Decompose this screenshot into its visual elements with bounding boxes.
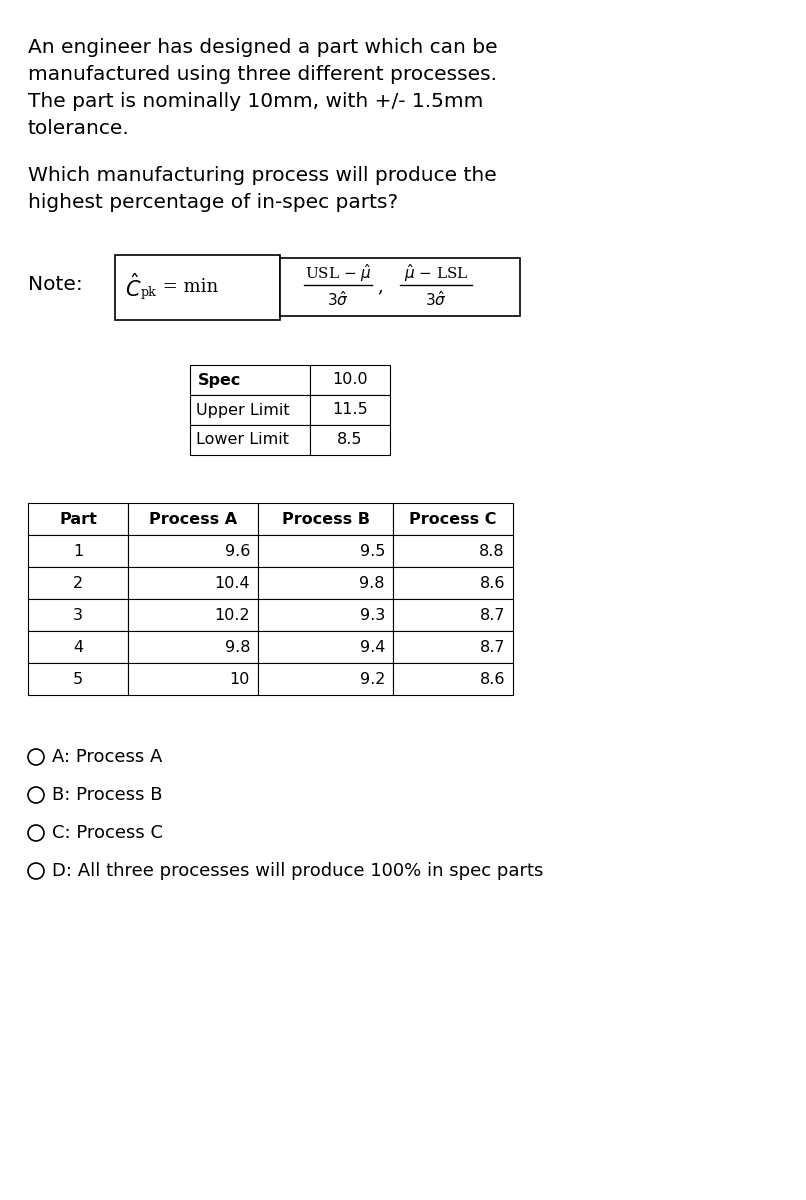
Text: A: Process A: A: Process A	[52, 748, 162, 766]
Bar	[393, 631, 513, 662]
Bar	[128, 662, 258, 695]
Text: 5: 5	[73, 672, 83, 686]
Text: 8.7: 8.7	[480, 607, 505, 623]
Text: Process A: Process A	[149, 511, 237, 527]
Bar	[258, 599, 393, 631]
Text: 9.6: 9.6	[225, 544, 250, 558]
Bar	[28, 599, 128, 631]
Bar	[280, 258, 520, 316]
Bar	[28, 535, 128, 566]
Text: 8.8: 8.8	[480, 544, 505, 558]
Bar	[28, 631, 128, 662]
Text: 3: 3	[73, 607, 83, 623]
Text: 10: 10	[230, 672, 250, 686]
Text: pk: pk	[141, 286, 156, 299]
Text: ,: ,	[377, 277, 383, 295]
Bar	[190, 425, 310, 455]
Text: 9.5: 9.5	[359, 544, 385, 558]
Text: 8.6: 8.6	[480, 576, 505, 590]
Text: Part: Part	[59, 511, 97, 527]
Bar	[393, 599, 513, 631]
Bar	[28, 503, 128, 535]
Bar	[310, 365, 390, 395]
Text: 4: 4	[73, 640, 83, 654]
Text: tolerance.: tolerance.	[28, 119, 130, 138]
Text: 8.7: 8.7	[480, 640, 505, 654]
Bar	[258, 566, 393, 599]
Text: $\hat{C}$: $\hat{C}$	[125, 274, 142, 301]
Bar	[115, 254, 280, 320]
Text: Upper Limit: Upper Limit	[196, 402, 289, 418]
Text: manufactured using three different processes.: manufactured using three different proce…	[28, 65, 497, 84]
Text: 1: 1	[73, 544, 83, 558]
Bar	[310, 425, 390, 455]
Text: $3\hat{\sigma}$: $3\hat{\sigma}$	[327, 290, 349, 310]
Bar	[393, 662, 513, 695]
Text: Spec: Spec	[198, 372, 241, 388]
Bar	[128, 599, 258, 631]
Text: 11.5: 11.5	[332, 402, 368, 418]
Text: 9.3: 9.3	[359, 607, 385, 623]
Text: = min: = min	[157, 278, 218, 296]
Bar	[258, 631, 393, 662]
Bar	[258, 662, 393, 695]
Bar	[393, 503, 513, 535]
Text: 8.5: 8.5	[337, 432, 363, 448]
Bar	[393, 535, 513, 566]
Bar	[258, 535, 393, 566]
Text: An engineer has designed a part which can be: An engineer has designed a part which ca…	[28, 38, 497, 56]
Text: $\hat{\mu}$ $-$ LSL: $\hat{\mu}$ $-$ LSL	[404, 262, 468, 284]
Text: C: Process C: C: Process C	[52, 824, 163, 842]
Text: 8.6: 8.6	[480, 672, 505, 686]
Bar	[190, 365, 310, 395]
Text: 9.8: 9.8	[225, 640, 250, 654]
Bar	[28, 566, 128, 599]
Bar	[393, 566, 513, 599]
Text: Which manufacturing process will produce the: Which manufacturing process will produce…	[28, 166, 496, 185]
Bar	[28, 662, 128, 695]
Text: Note:: Note:	[28, 275, 83, 294]
Text: D: All three processes will produce 100% in spec parts: D: All three processes will produce 100%…	[52, 862, 543, 880]
Bar	[128, 631, 258, 662]
Text: Process C: Process C	[409, 511, 496, 527]
Text: highest percentage of in-spec parts?: highest percentage of in-spec parts?	[28, 193, 398, 212]
Text: 9.4: 9.4	[359, 640, 385, 654]
Text: 2: 2	[73, 576, 83, 590]
Bar	[128, 535, 258, 566]
Text: B: Process B: B: Process B	[52, 786, 163, 804]
Text: 10.0: 10.0	[332, 372, 368, 388]
Bar	[258, 503, 393, 535]
Text: 10.4: 10.4	[214, 576, 250, 590]
Bar	[128, 503, 258, 535]
Bar	[310, 395, 390, 425]
Text: The part is nominally 10mm, with +/- 1.5mm: The part is nominally 10mm, with +/- 1.5…	[28, 92, 484, 110]
Text: $3\hat{\sigma}$: $3\hat{\sigma}$	[425, 290, 447, 310]
Bar	[190, 395, 310, 425]
Text: 10.2: 10.2	[214, 607, 250, 623]
Text: Process B: Process B	[281, 511, 369, 527]
Bar	[128, 566, 258, 599]
Text: 9.8: 9.8	[359, 576, 385, 590]
Text: 9.2: 9.2	[359, 672, 385, 686]
Text: Lower Limit: Lower Limit	[196, 432, 289, 448]
Text: USL $-$ $\hat{\mu}$: USL $-$ $\hat{\mu}$	[305, 262, 372, 284]
